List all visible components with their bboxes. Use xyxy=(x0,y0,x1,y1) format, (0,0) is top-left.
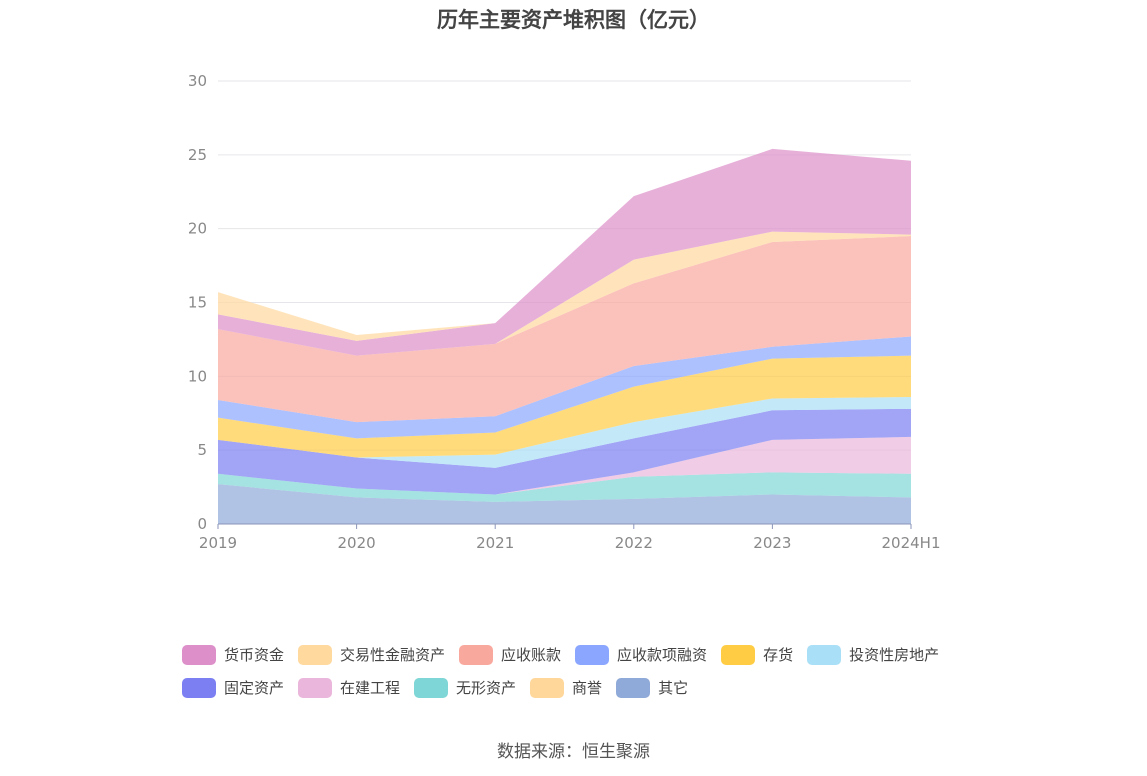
legend-swatch xyxy=(807,644,842,665)
legend-item[interactable]: 货币资金 xyxy=(182,638,284,671)
area-series xyxy=(218,148,911,524)
area-货币资金 xyxy=(218,148,911,356)
x-tick-label: 2024H1 xyxy=(882,534,941,552)
y-tick-label: 30 xyxy=(188,72,207,90)
x-tick-label: 2021 xyxy=(476,534,514,552)
legend-swatch xyxy=(530,677,565,698)
area-其它 xyxy=(218,484,911,524)
legend-item[interactable]: 其它 xyxy=(616,671,688,704)
y-tick-label: 5 xyxy=(197,441,207,459)
y-tick-label: 10 xyxy=(188,367,207,385)
legend-swatch xyxy=(298,644,333,665)
legend-label: 在建工程 xyxy=(340,679,401,697)
y-tick-label: 20 xyxy=(188,220,207,238)
legend-label: 应收款项融资 xyxy=(617,646,708,664)
legend-item[interactable]: 存货 xyxy=(721,638,793,671)
legend-swatch xyxy=(575,644,610,665)
legend-swatch xyxy=(298,677,333,698)
y-tick-label: 0 xyxy=(197,515,207,533)
legend-swatch xyxy=(414,677,449,698)
data-source-note: 数据来源：恒生聚源 xyxy=(497,742,650,762)
legend-label: 交易性金融资产 xyxy=(340,646,446,664)
legend-label: 存货 xyxy=(763,646,794,664)
legend-item[interactable]: 固定资产 xyxy=(182,671,284,704)
legend-item[interactable]: 无形资产 xyxy=(414,671,516,704)
legend-item[interactable]: 投资性房地产 xyxy=(807,638,939,671)
area-应收账款 xyxy=(218,236,911,423)
legend-swatch xyxy=(182,677,216,698)
legend: 货币资金 交易性金融资产 应收账款 应收款项融资 存货 投资性房地产固定资产 在建工程 无形资… xyxy=(182,638,982,704)
y-tick-label: 15 xyxy=(188,294,207,312)
legend-label: 固定资产 xyxy=(224,679,285,697)
area-应收款项融资 xyxy=(218,336,911,439)
area-固定资产 xyxy=(218,408,911,495)
legend-label: 其它 xyxy=(658,679,689,697)
area-无形资产 xyxy=(218,472,911,502)
legend-label: 货币资金 xyxy=(224,646,285,664)
axes: 0 5 10 15 20 25 30 2019 2020 2021 2022 2023 2024H1 xyxy=(188,72,941,552)
x-tick-label: 2022 xyxy=(615,534,653,552)
x-tick-label: 2020 xyxy=(338,534,376,552)
legend-label: 应收账款 xyxy=(501,646,562,664)
legend-item[interactable]: 在建工程 xyxy=(298,671,400,704)
chart-title: 历年主要资产堆积图（亿元） xyxy=(437,8,710,32)
stacked-area-chart: 0 5 10 15 20 25 30 2019 2020 2021 2022 2023 2024H1 xyxy=(188,72,941,552)
y-tick-label: 25 xyxy=(188,146,207,164)
legend-swatch xyxy=(182,644,216,665)
area-交易性金融资产(旧) xyxy=(218,148,911,341)
legend-item[interactable]: 交易性金融资产 xyxy=(298,638,445,671)
legend-swatch xyxy=(721,644,756,665)
legend-swatch xyxy=(616,677,651,698)
x-tick-label: 2023 xyxy=(753,534,791,552)
legend-label: 投资性房地产 xyxy=(849,646,940,664)
area-在建工程 xyxy=(218,436,911,495)
legend-label: 商誉 xyxy=(572,679,603,697)
legend-item[interactable]: 应收账款 xyxy=(459,638,561,671)
legend-item[interactable]: 商誉 xyxy=(530,671,602,704)
legend-swatch xyxy=(459,644,494,665)
legend-label: 无形资产 xyxy=(456,679,517,697)
area-存货 xyxy=(218,355,911,458)
area-投资性房地产 xyxy=(218,397,911,468)
legend-item[interactable]: 应收款项融资 xyxy=(575,638,707,671)
x-tick-label: 2019 xyxy=(199,534,237,552)
